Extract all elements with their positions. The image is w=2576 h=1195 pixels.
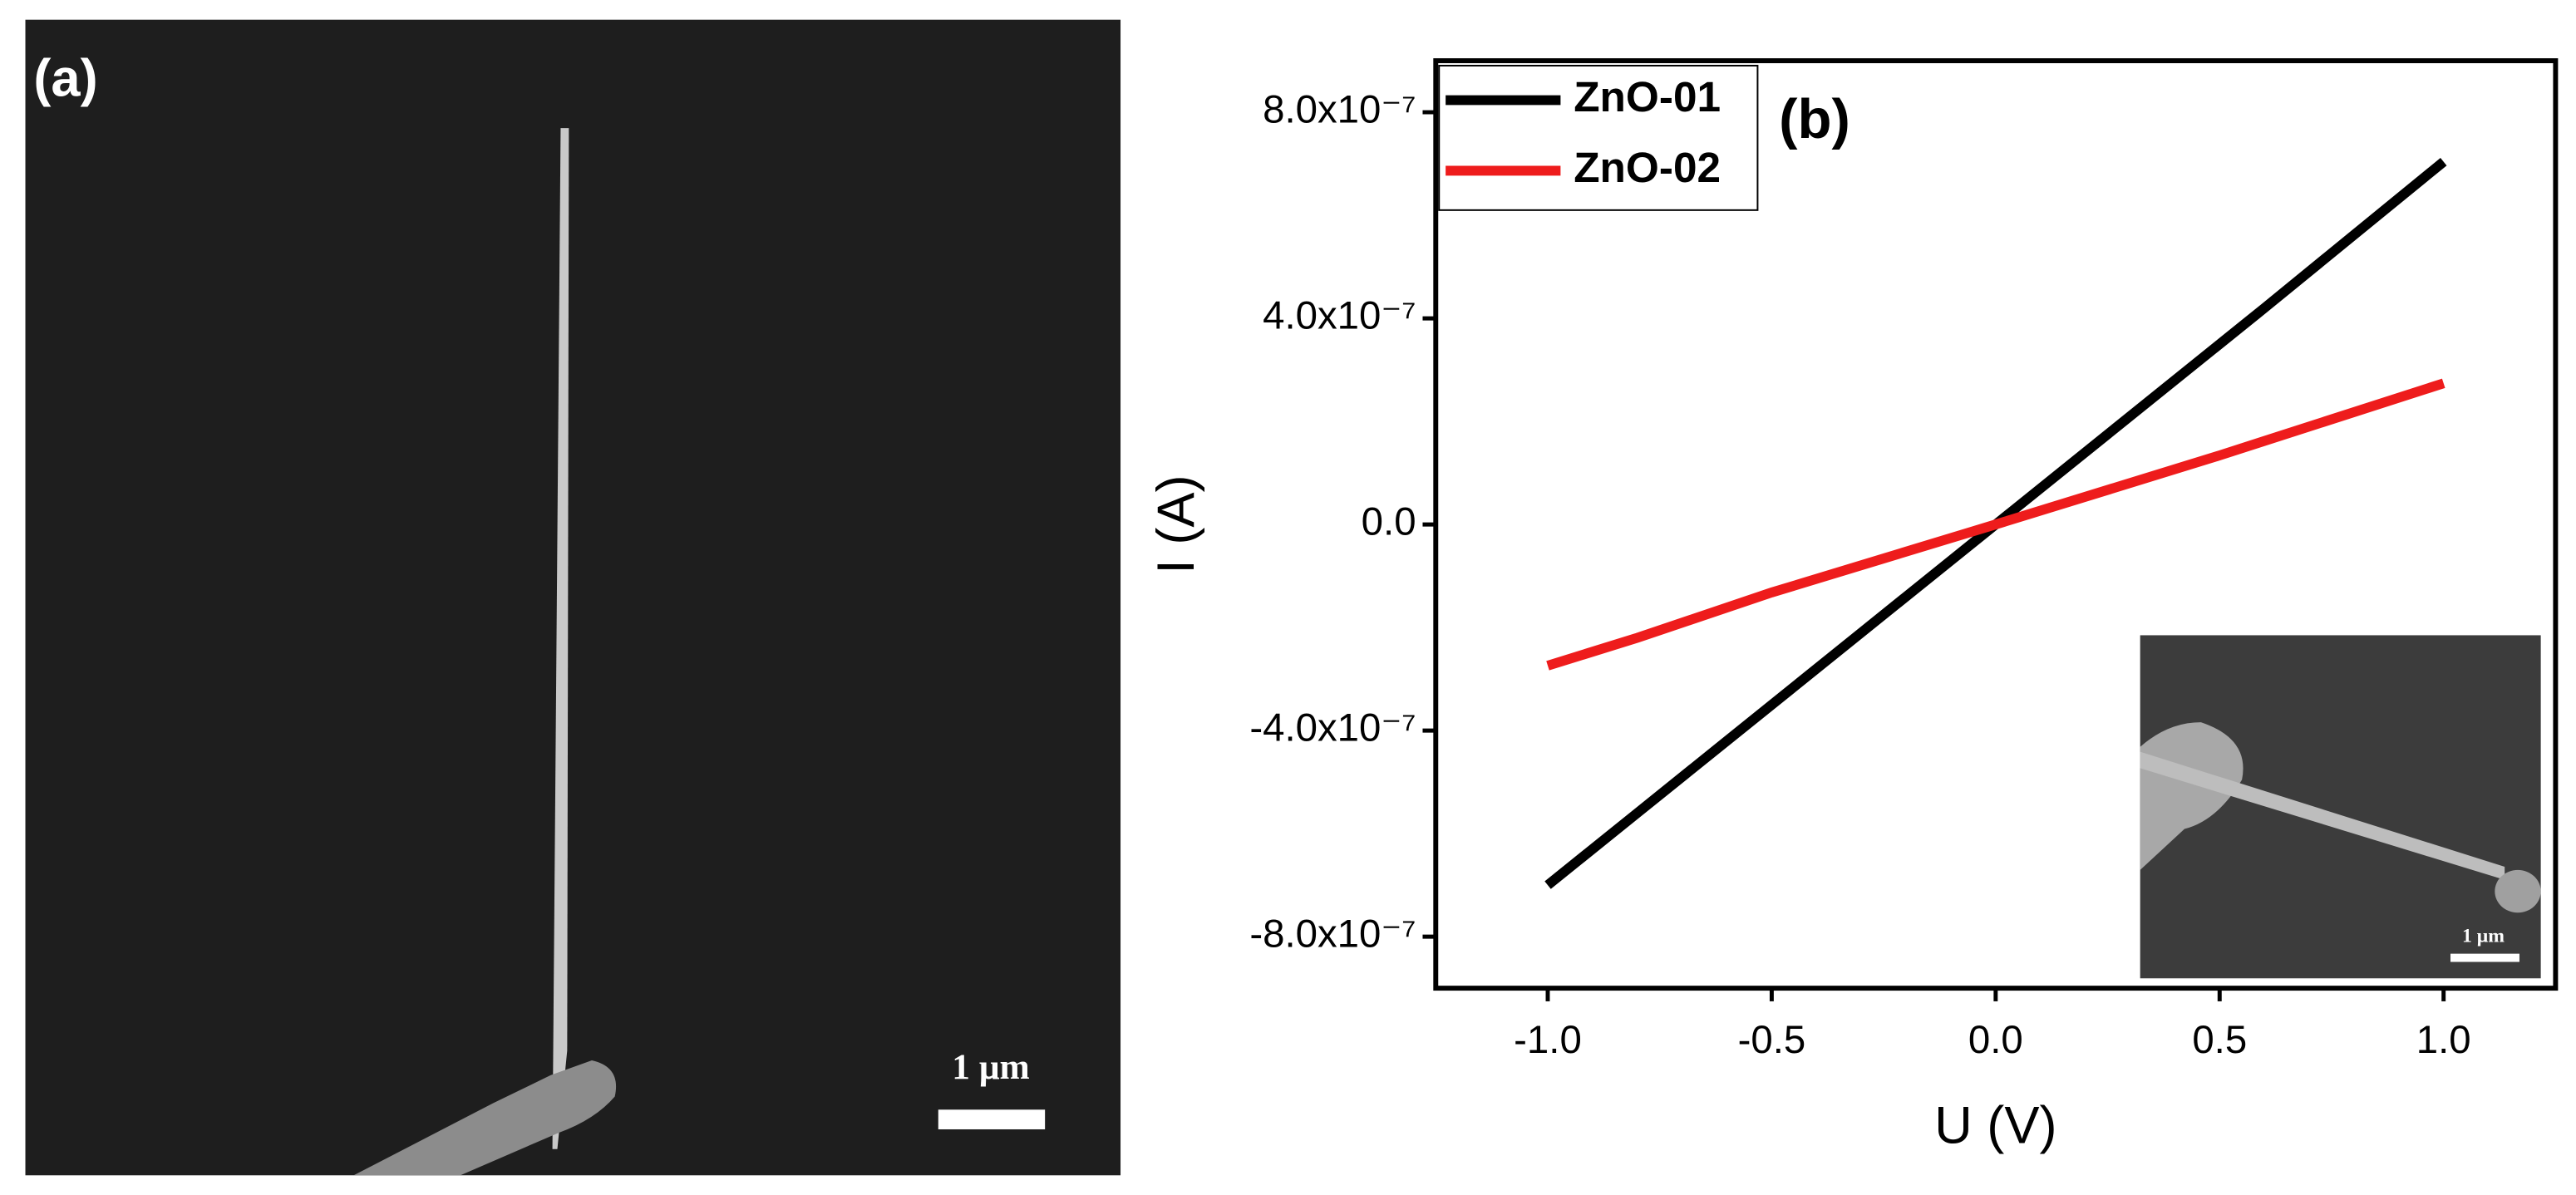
y-tick-label: 8.0x10⁻⁷ [1263, 88, 1416, 132]
x-tick-label: 0.5 [2192, 1018, 2247, 1062]
x-tick-label: 1.0 [2416, 1018, 2471, 1062]
y-tick-label: -4.0x10⁻⁷ [1249, 706, 1416, 750]
inset-scale-bar [2450, 953, 2519, 962]
scale-bar [938, 1109, 1046, 1129]
y-axis-title: I (A) [1147, 475, 1205, 573]
x-tick-label: 0.0 [1968, 1018, 2023, 1062]
plot: -8.0x10⁻⁷ -4.0x10⁻⁷ 0.0 4.0x10⁻⁷ 8.0x10⁻⁷ -1.… [1147, 58, 2559, 1155]
y-tick-label: 4.0x10⁻⁷ [1263, 294, 1416, 338]
data-line [1546, 378, 2445, 671]
y-tick-label: -8.0x10⁻⁷ [1249, 912, 1416, 956]
legend-label: ZnO-01 [1574, 73, 1721, 120]
inset-wire [2140, 751, 2505, 880]
plot-frame [1433, 58, 2559, 991]
legend-box [1438, 65, 1759, 211]
base-wire [353, 1060, 617, 1176]
x-tick-label: -0.5 [1738, 1018, 1806, 1062]
scale-bar-label: 1 μm [952, 1047, 1029, 1087]
panel-label: (b) [1779, 88, 1850, 150]
inset-blob [2140, 722, 2244, 870]
x-tick-label: -1.0 [1514, 1018, 1582, 1062]
inset: 1 μm [2140, 635, 2541, 979]
inset-scale-label: 1 μm [2462, 925, 2505, 947]
panel-a: (a) 1 μm [25, 19, 1121, 1176]
legend-label: ZnO-02 [1574, 144, 1721, 191]
nanowire [552, 128, 569, 1149]
inset-blob [2495, 869, 2541, 913]
sem-image [25, 19, 1121, 1176]
x-axis-title: U (V) [1934, 1097, 2056, 1155]
y-tick-label: 0.0 [1362, 500, 1416, 544]
panel-label: (a) [33, 49, 97, 107]
